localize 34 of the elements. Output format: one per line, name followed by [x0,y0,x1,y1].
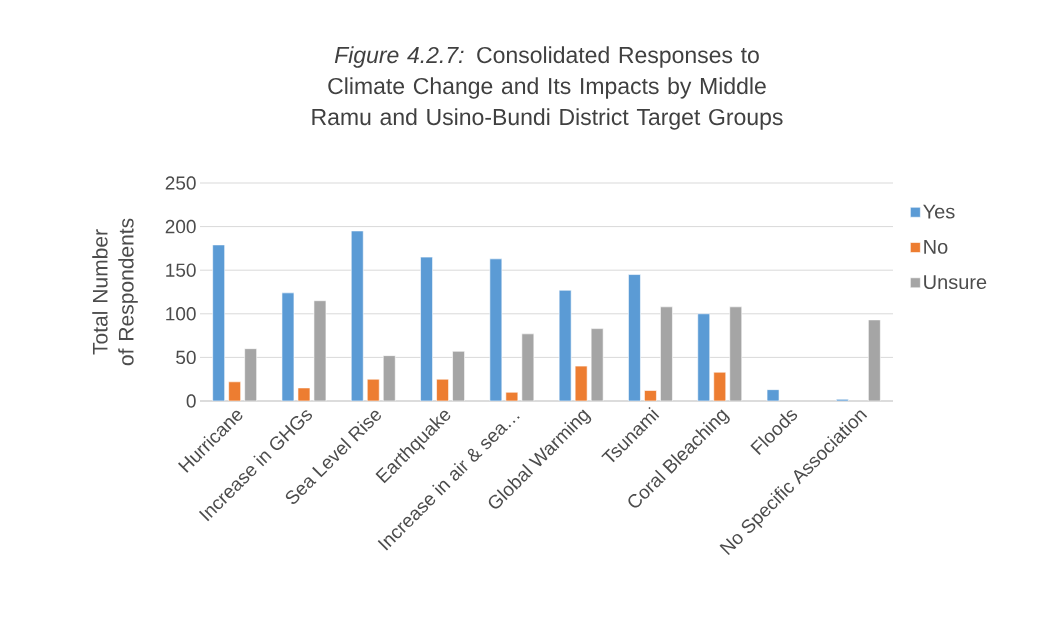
bar [644,390,657,401]
bar [558,289,572,401]
bar [366,378,380,401]
bar [244,348,257,401]
legend-label: No [924,239,948,254]
bar [212,244,225,401]
bar [297,387,311,401]
y-tick-label: 50 [176,350,196,365]
y-tick-label: 250 [165,176,196,190]
y-tick-label: 200 [165,219,196,234]
bar [868,319,881,401]
bar [436,378,449,401]
legend-label: Unsure [924,275,987,290]
bar [452,350,465,401]
bar [590,328,604,401]
bar [420,256,433,401]
y-axis-title: Total Number of Respondents [92,218,138,366]
bar [521,333,535,401]
bar [660,306,673,401]
bar [228,381,241,401]
y-tick-label: 100 [166,307,196,321]
bar [574,365,588,401]
bar [350,230,364,401]
chart-title: Figure 4.2.7: Consolidated Responses to Climate Change and Its Impacts by Middle Ramu and Usino-Bundi District Target Groups [312,46,783,130]
y-tick-label: 0 [186,394,196,408]
y-tick-label: 150 [166,263,196,277]
bar [505,391,519,401]
bar [729,306,743,401]
legend-label: Yes [923,204,955,219]
bar [697,313,711,401]
bar [628,274,641,401]
bar [313,300,327,401]
bar [382,355,396,401]
bar [713,371,727,401]
